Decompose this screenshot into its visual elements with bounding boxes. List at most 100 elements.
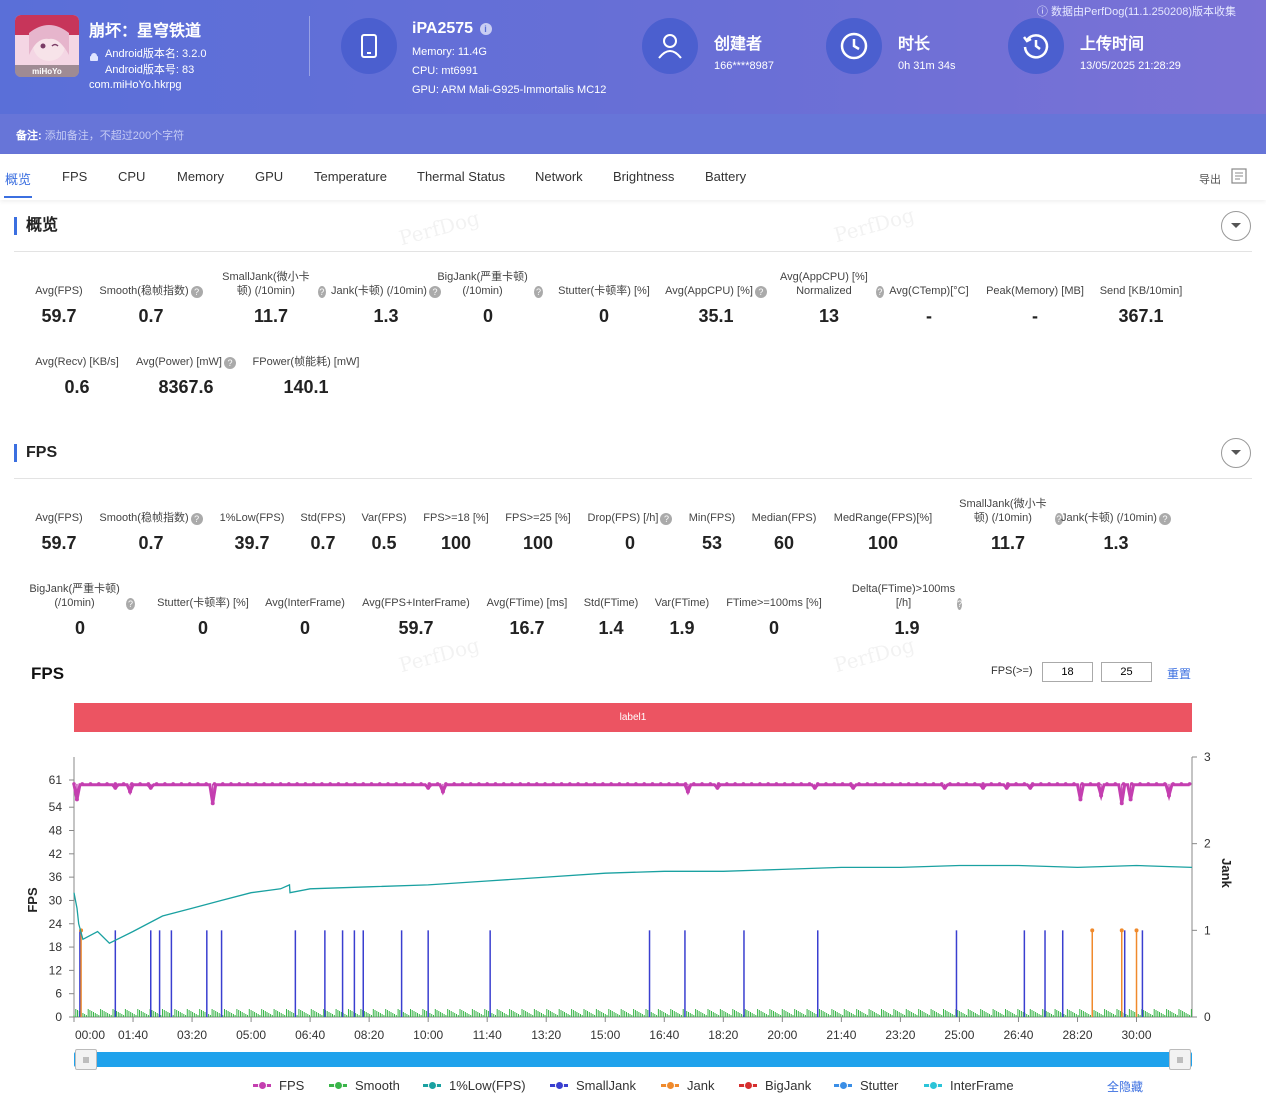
chart-title: FPS	[31, 664, 65, 683]
tab-battery[interactable]: Battery	[705, 169, 747, 184]
tab-thermal-status[interactable]: Thermal Status	[417, 169, 506, 184]
zoom-slider-track[interactable]	[74, 1052, 1192, 1067]
fps-point	[658, 782, 663, 786]
fps-point	[105, 782, 109, 786]
help-icon[interactable]: ?	[1158, 513, 1171, 525]
remark-bar[interactable]: 备注: 添加备注，不超过200个字符	[0, 114, 1266, 154]
app-icon: miHoYo	[15, 15, 79, 77]
hide-all-button[interactable]: 全隐藏	[1107, 1080, 1144, 1094]
fps-point	[832, 782, 837, 786]
help-icon[interactable]: ?	[1054, 513, 1063, 525]
export-button[interactable]: 导出	[1199, 174, 1221, 186]
tab-brightness[interactable]: Brightness	[613, 169, 675, 184]
fps-point	[807, 782, 812, 786]
tab-memory[interactable]: Memory	[177, 169, 224, 184]
metric-value: 1.4	[598, 618, 624, 638]
fps-threshold-input-2[interactable]	[1101, 662, 1152, 682]
y2-axis-label: Jank	[1219, 858, 1234, 888]
export-icon[interactable]	[1230, 167, 1248, 185]
x-tick-label: 30:00	[1121, 1028, 1151, 1042]
tab-bar: 概览 FPS CPU Memory GPU Temperature Therma…	[0, 154, 1266, 200]
metric-label: 1%Low(FPS)	[197, 497, 307, 525]
metric-card: Stutter(卡顿率) [%] 0	[549, 270, 659, 327]
zoom-slider-left-handle[interactable]	[75, 1049, 97, 1070]
metric-card: FPower(帧能耗) [mW] 140.1	[251, 341, 361, 398]
tab-cpu[interactable]: CPU	[118, 169, 146, 184]
reset-button[interactable]: 重置	[1167, 667, 1192, 681]
legend-item[interactable]: Jank	[661, 1078, 714, 1093]
device-info-icon[interactable]: i	[479, 22, 492, 35]
fps-point	[229, 782, 233, 786]
tab-gpu[interactable]: GPU	[255, 169, 284, 184]
legend-item[interactable]: 1%Low(FPS)	[423, 1078, 526, 1093]
help-icon[interactable]: ?	[223, 357, 236, 369]
fps-point	[210, 801, 215, 806]
metric-card: Avg(AppCPU) [%] Normalized? 13	[774, 270, 884, 327]
fps-point	[1179, 782, 1184, 786]
fps-threshold-input-1[interactable]	[1042, 662, 1093, 682]
metric-label: Avg(Power) [mW]?	[131, 341, 241, 369]
help-icon[interactable]: ?	[428, 286, 441, 298]
fps-point	[576, 782, 580, 786]
legend-swatch	[253, 1081, 271, 1090]
help-icon[interactable]: ?	[190, 286, 203, 298]
metric-value: -	[926, 306, 932, 326]
fps-point	[609, 782, 613, 786]
remark-input[interactable]: 添加备注，不超过200个字符	[44, 130, 185, 142]
zoom-slider-right-handle[interactable]	[1169, 1049, 1191, 1070]
legend-item[interactable]: SmallJank	[550, 1078, 636, 1093]
fps-point	[121, 782, 126, 786]
fps-point	[625, 782, 630, 786]
fps-point	[377, 782, 382, 786]
metric-card: FPS>=25 [%] 100	[483, 497, 593, 554]
fps-point	[1030, 782, 1035, 786]
fps-section-title: FPS	[14, 444, 57, 462]
fps-point	[1166, 793, 1171, 798]
help-icon[interactable]: ?	[875, 286, 884, 298]
metric-label: Jank(卡顿) (/10min)?	[1061, 497, 1171, 525]
fps-point	[683, 782, 688, 786]
help-icon[interactable]: ?	[957, 598, 963, 610]
metric-label-text: FTime>=100ms [%]	[726, 597, 822, 609]
device-memory: Memory: 11.4G	[412, 46, 487, 58]
x-tick-label: 08:20	[354, 1028, 384, 1042]
fps-point	[824, 782, 828, 786]
low1pct-series	[73, 864, 1193, 944]
fps-point	[154, 782, 159, 786]
fps-point	[906, 782, 911, 786]
metric-card: BigJank(严重卡顿) (/10min)? 0	[433, 270, 543, 327]
help-icon[interactable]: ?	[754, 286, 767, 298]
label-band[interactable]: label1	[74, 703, 1192, 732]
tab-network[interactable]: Network	[535, 169, 583, 184]
help-icon[interactable]: ?	[126, 598, 135, 610]
legend-item[interactable]: BigJank	[739, 1078, 811, 1093]
fps-point	[468, 782, 473, 786]
tab-overview[interactable]: 概览	[5, 172, 32, 187]
y-tick-label: 12	[49, 963, 63, 977]
overview-collapse-button[interactable]	[1221, 211, 1251, 241]
fps-point	[873, 782, 878, 786]
fps-point	[187, 782, 192, 786]
fps-point	[1072, 782, 1076, 786]
help-icon[interactable]: ?	[534, 286, 543, 298]
help-icon[interactable]: ?	[660, 513, 673, 525]
fps-point	[295, 782, 299, 786]
tab-temperature[interactable]: Temperature	[314, 169, 387, 184]
legend-swatch	[423, 1081, 441, 1090]
legend-item[interactable]: InterFrame	[924, 1078, 1014, 1093]
help-icon[interactable]: ?	[190, 513, 203, 525]
legend-item[interactable]: Smooth	[329, 1078, 400, 1093]
android-version-code: Android版本号: 83	[105, 64, 195, 76]
fps-collapse-button[interactable]	[1221, 438, 1251, 468]
metric-label: Avg(FPS)	[4, 497, 114, 525]
legend-item[interactable]: Stutter	[834, 1078, 898, 1093]
help-icon[interactable]: ?	[317, 286, 326, 298]
metric-label: FPS>=18 [%]	[401, 497, 511, 525]
metric-label-text: FPS>=25 [%]	[505, 512, 571, 524]
metric-label: Send [KB/10min]	[1086, 270, 1196, 298]
source-note: ⓘ 数据由PerfDog(11.1.250208)版本收集	[1037, 3, 1236, 19]
chevron-down-icon	[1231, 223, 1241, 228]
legend-item[interactable]: FPS	[253, 1078, 304, 1093]
tab-fps[interactable]: FPS	[62, 169, 88, 184]
